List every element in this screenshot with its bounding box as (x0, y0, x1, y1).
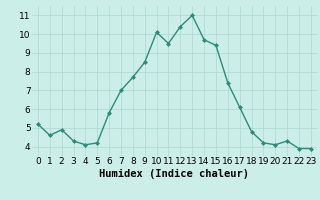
X-axis label: Humidex (Indice chaleur): Humidex (Indice chaleur) (100, 169, 249, 179)
